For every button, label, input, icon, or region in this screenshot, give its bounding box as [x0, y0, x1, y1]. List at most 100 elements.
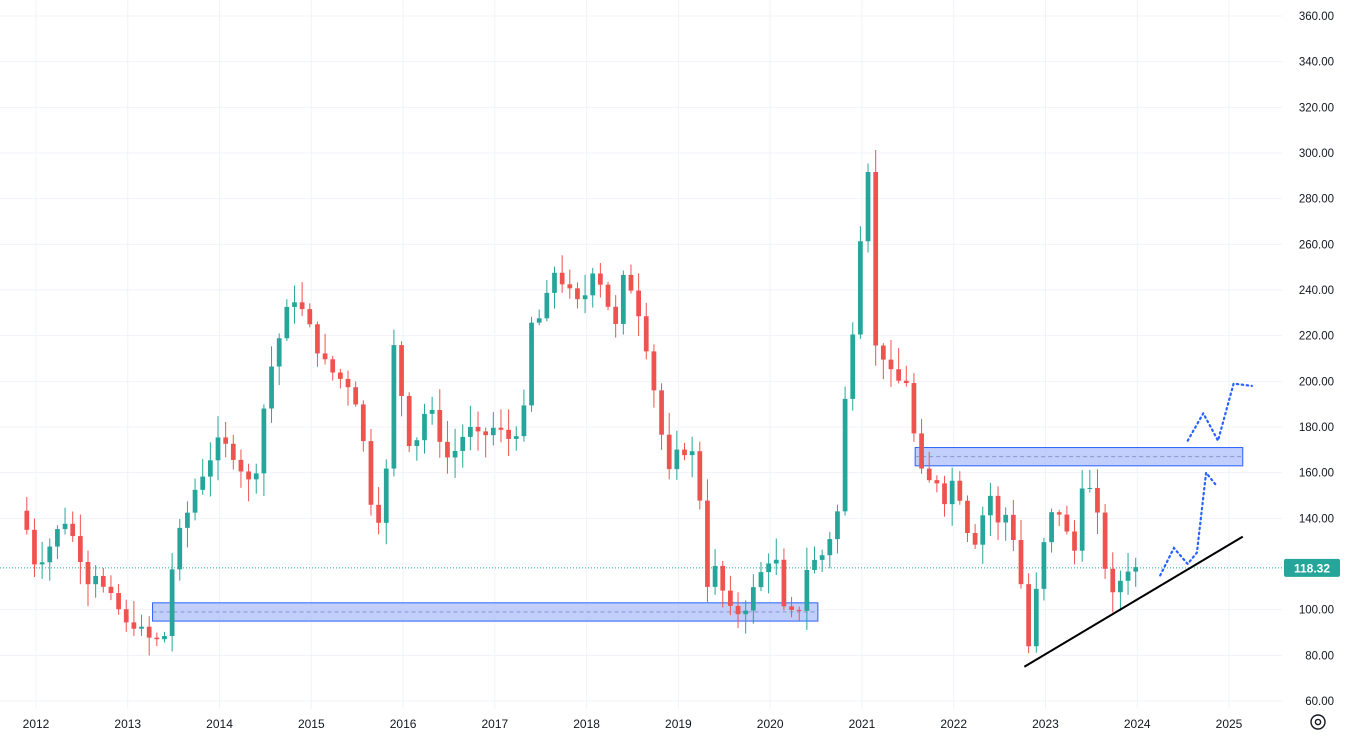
y-tick-label: 340.00 [1299, 57, 1334, 69]
candle-body [62, 523, 68, 530]
candle-body [330, 359, 336, 373]
candle-body [819, 555, 825, 560]
candle-body [536, 318, 542, 323]
candle-body [506, 429, 511, 439]
candle-body [414, 440, 420, 447]
candles [24, 149, 1139, 656]
candle-body [422, 413, 427, 441]
candle-body [108, 586, 114, 594]
candle-body [544, 292, 550, 319]
candle-body [230, 443, 236, 460]
candle-body [284, 306, 290, 339]
x-tick-label: 2022 [940, 717, 967, 731]
candle-body [804, 569, 810, 611]
candle-body [750, 587, 756, 611]
candle-body [445, 441, 450, 458]
candle-body [651, 351, 657, 391]
candle-body [490, 427, 496, 436]
candle-body [1102, 512, 1108, 569]
candle-body [337, 372, 343, 379]
candle-body [139, 626, 144, 629]
candle-body [253, 473, 259, 480]
candle-body [1072, 531, 1077, 551]
price-label-box [1284, 558, 1340, 577]
y-tick-label: 260.00 [1299, 239, 1334, 251]
candle-body [613, 306, 619, 324]
y-tick-label: 360.00 [1299, 11, 1334, 23]
candle-body [957, 480, 963, 501]
candle-body [674, 449, 680, 470]
x-tick-label: 2018 [573, 717, 600, 731]
candle-body [77, 536, 83, 563]
x-tick-label: 2019 [665, 717, 692, 731]
candle-body [858, 241, 863, 335]
candle-body [995, 495, 1001, 523]
candle-body [32, 529, 37, 565]
projection-path [1186, 382, 1253, 444]
candle-body [261, 408, 267, 474]
candle-body [177, 527, 183, 570]
x-tick-label: 2023 [1032, 717, 1059, 731]
y-tick-label: 280.00 [1299, 194, 1334, 206]
candle-body [513, 436, 519, 439]
candle-body [758, 572, 764, 588]
candle-body [406, 395, 412, 447]
y-tick-label: 180.00 [1299, 422, 1334, 434]
candle-body [636, 290, 641, 317]
candle-body [498, 427, 504, 430]
candle-body [1095, 487, 1100, 513]
candle-body [781, 559, 787, 607]
time-axis[interactable]: 2012 2013 2014 2015 2016 2017 2018 2019 2020 2021… [23, 717, 1243, 731]
candle-body [835, 511, 840, 540]
candle-body [1003, 514, 1009, 523]
candle-body [766, 563, 771, 573]
y-tick-label: 320.00 [1299, 102, 1334, 114]
candle-body [972, 533, 978, 545]
candle-body [697, 451, 703, 501]
candle-body [215, 437, 221, 461]
settings-icon[interactable] [1310, 714, 1326, 730]
x-tick-label: 2013 [114, 717, 141, 731]
candle-body [919, 433, 924, 469]
candle-body [276, 338, 282, 367]
candle-body [689, 451, 695, 456]
candle-body [911, 383, 917, 434]
candle-body [659, 390, 664, 435]
support-zones [152, 447, 1244, 622]
candle-body [475, 426, 481, 432]
price-axis[interactable]: 60.0080.00100.00120.00140.00160.00180.00… [1299, 11, 1334, 708]
candle-body [123, 609, 129, 623]
candle-body [483, 431, 489, 436]
y-tick-label: 220.00 [1299, 331, 1334, 343]
candle-body [880, 345, 886, 360]
candle-body [942, 483, 947, 505]
y-tick-label: 80.00 [1305, 650, 1334, 662]
candle-body [965, 500, 970, 534]
candle-body [888, 359, 894, 370]
candle-body [322, 353, 328, 360]
x-tick-label: 2015 [298, 717, 325, 731]
x-tick-label: 2025 [1216, 717, 1243, 731]
candle-body [368, 441, 374, 505]
candle-body [1133, 567, 1139, 572]
candle-body [468, 426, 473, 437]
candle-body [200, 476, 206, 490]
candle-body [934, 480, 940, 484]
candle-body [429, 409, 435, 414]
y-tick-label: 240.00 [1299, 285, 1334, 297]
candle-body [460, 436, 466, 451]
candle-body [238, 459, 244, 472]
candle-body [131, 622, 137, 629]
candle-body [529, 322, 534, 406]
y-tick-label: 160.00 [1299, 468, 1334, 480]
candle-body [812, 559, 817, 570]
candle-body [269, 366, 274, 409]
candle-body [1110, 568, 1116, 593]
candle-body [865, 171, 871, 242]
candle-body [682, 449, 687, 456]
candle-body [146, 626, 152, 638]
candle-body [789, 606, 794, 610]
candle-body [1087, 487, 1093, 489]
